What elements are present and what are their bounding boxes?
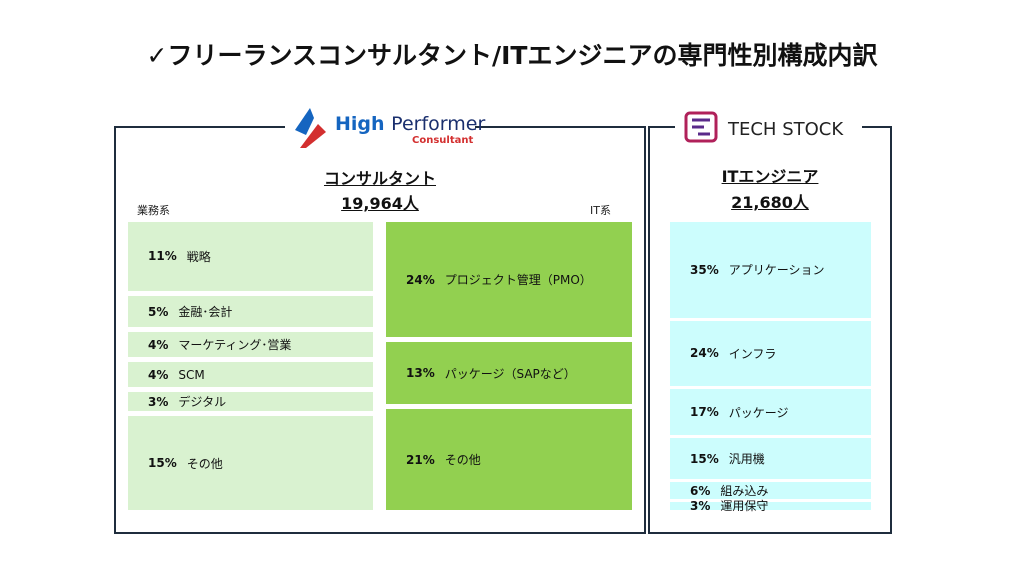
segment-name: 組み込み bbox=[720, 484, 769, 499]
segment: 24% インフラ bbox=[670, 320, 871, 387]
segment-name: SCM bbox=[178, 367, 205, 382]
segment-value: 21% bbox=[406, 452, 435, 467]
count: 21,680人 bbox=[731, 193, 809, 212]
group-label: IT系 bbox=[590, 204, 611, 217]
slide-title: ✓フリーランスコンサルタント/ITエンジニアの専門性別構成内訳 bbox=[146, 41, 878, 70]
segment-value: 15% bbox=[148, 456, 177, 471]
segment-value: 17% bbox=[690, 405, 719, 420]
segment: 5% 金融･会計 bbox=[128, 295, 373, 328]
segment-value: 4% bbox=[148, 367, 169, 382]
logo: High Performer bbox=[335, 113, 485, 135]
segment-value: 24% bbox=[690, 346, 719, 361]
segment: 11% 戦略 bbox=[128, 222, 373, 291]
segment: 17% パッケージ bbox=[670, 389, 871, 436]
segment: 15% 汎用機 bbox=[670, 438, 871, 480]
segment: 4% マーケティング･営業 bbox=[128, 332, 373, 358]
segment-name: 汎用機 bbox=[728, 452, 765, 467]
segment-value: 35% bbox=[690, 262, 719, 277]
segment-name: パッケージ bbox=[728, 405, 789, 420]
segment-value: 24% bbox=[406, 272, 435, 287]
logo-text: TECH STOCK bbox=[728, 119, 844, 140]
logo-text: High bbox=[335, 113, 385, 135]
segment: 6% 組み込み bbox=[670, 482, 871, 499]
segment-name: その他 bbox=[186, 456, 223, 471]
logo-text: Performer bbox=[391, 113, 486, 135]
segment-name: プロジェクト管理（PMO） bbox=[444, 273, 592, 288]
segment-value: 3% bbox=[690, 498, 711, 513]
count: 19,964人 bbox=[341, 194, 419, 213]
segment-name: デジタル bbox=[178, 395, 227, 410]
segment: 4% SCM bbox=[128, 362, 373, 388]
segment-value: 3% bbox=[148, 394, 169, 409]
segment: 15% その他 bbox=[128, 416, 373, 510]
group-label: 業務系 bbox=[137, 204, 170, 217]
segment-name: インフラ bbox=[728, 346, 777, 361]
segment-value: 13% bbox=[406, 366, 435, 381]
segment-value: 15% bbox=[690, 451, 719, 466]
segment-value: 4% bbox=[148, 337, 169, 352]
segment-value: 5% bbox=[148, 304, 169, 319]
logo-subtext: Consultant bbox=[412, 135, 474, 146]
segment-name: アプリケーション bbox=[728, 263, 825, 278]
segment: 24% プロジェクト管理（PMO） bbox=[386, 222, 632, 338]
segment: 3% デジタル bbox=[128, 392, 373, 412]
segment-name: マーケティング･営業 bbox=[178, 338, 292, 353]
segment-name: パッケージ（SAPなど） bbox=[444, 366, 576, 381]
segment-value: 6% bbox=[690, 483, 711, 498]
segment-value: 11% bbox=[148, 249, 177, 264]
segment-name: 金融･会計 bbox=[178, 305, 233, 320]
segment: 35% アプリケーション bbox=[670, 222, 871, 318]
segment: 3% 運用保守 bbox=[670, 498, 871, 513]
heading: コンサルタント bbox=[323, 169, 436, 188]
segment-name: 戦略 bbox=[186, 249, 211, 264]
segment-name: その他 bbox=[444, 453, 481, 468]
segment-name: 運用保守 bbox=[720, 499, 769, 514]
segment: 21% その他 bbox=[386, 409, 632, 510]
heading: ITエンジニア bbox=[721, 167, 819, 186]
segment: 13% パッケージ（SAPなど） bbox=[386, 342, 632, 405]
